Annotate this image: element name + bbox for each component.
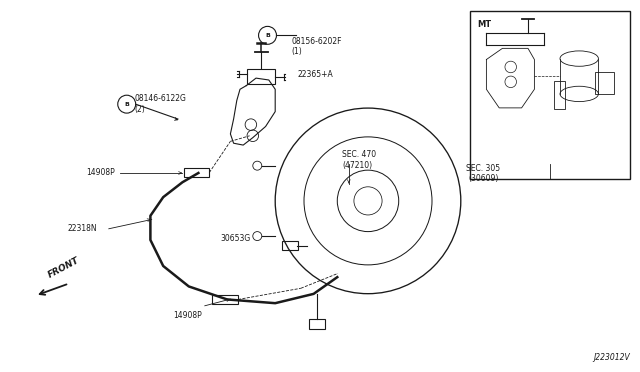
Bar — [554, 81, 565, 109]
Bar — [184, 168, 209, 177]
Text: B: B — [265, 33, 270, 38]
Bar — [282, 241, 298, 250]
Text: FRONT: FRONT — [46, 256, 81, 280]
Bar — [247, 69, 275, 84]
Bar — [212, 295, 238, 304]
Text: 22365+A: 22365+A — [298, 70, 333, 79]
Text: J223012V: J223012V — [594, 353, 630, 362]
Bar — [595, 72, 614, 94]
Text: MT: MT — [477, 20, 491, 29]
Text: 22318N: 22318N — [67, 224, 97, 233]
Bar — [470, 11, 630, 179]
Text: SEC. 305
(30609): SEC. 305 (30609) — [466, 164, 500, 183]
Text: B: B — [124, 102, 129, 107]
Text: 08146-6122G
(2): 08146-6122G (2) — [134, 94, 186, 114]
Text: 08156-6202F
(1): 08156-6202F (1) — [291, 37, 342, 56]
Text: 14908P: 14908P — [86, 169, 115, 177]
Text: SEC. 470
(47210): SEC. 470 (47210) — [342, 150, 376, 170]
Text: 30653G: 30653G — [221, 234, 251, 243]
Text: 14908P: 14908P — [173, 311, 202, 320]
Bar — [308, 319, 325, 329]
